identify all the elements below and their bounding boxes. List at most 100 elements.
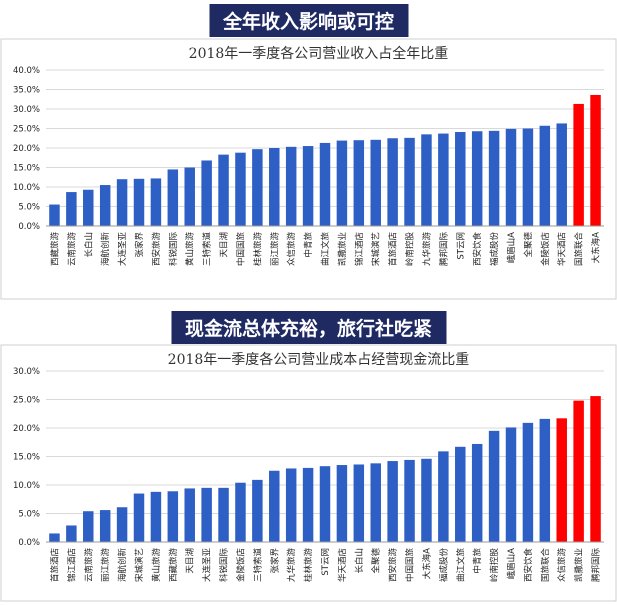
bar-云南旅游	[83, 511, 94, 542]
category-label: 张家界	[134, 232, 145, 258]
bar-大东海A	[421, 458, 432, 542]
bar-福成股份	[438, 451, 449, 542]
bar-天目湖	[218, 154, 229, 226]
bar-众信旅游	[556, 418, 567, 542]
category-label: 福成股份	[489, 232, 500, 267]
category-label: 桂林旅游	[303, 548, 314, 583]
bar-科锐国际	[218, 487, 229, 542]
category-label: 峨眉山A	[506, 232, 517, 264]
y-tick-label: 20.0%	[13, 144, 40, 154]
bar-峨眉山A	[505, 427, 517, 542]
bar-西安旅游	[387, 461, 398, 542]
y-tick-label: 10.0%	[13, 481, 40, 491]
bar-华天酒店	[556, 123, 567, 226]
category-label: 西安旅游	[151, 232, 162, 267]
bar-凯撒旅业	[336, 140, 348, 226]
category-label: 全聚德	[371, 548, 382, 574]
bar-中青旅	[471, 443, 483, 542]
category-label: 西安饮食	[523, 548, 534, 583]
bar-三特索道	[252, 479, 263, 542]
category-label: 凯撒旅业	[574, 548, 585, 582]
category-label: 国旅联合	[540, 548, 551, 583]
bar-九华旅游	[421, 134, 432, 226]
bar-曲江文旅	[455, 446, 466, 542]
category-label: 三特索道	[252, 548, 263, 583]
category-label: 锦江酒店	[66, 548, 77, 583]
category-label: 大连圣亚	[202, 548, 213, 583]
chart-frame	[0, 38, 617, 300]
category-label: ST云网	[321, 548, 331, 576]
bar-丽江旅游	[269, 148, 280, 226]
category-label: 云南旅游	[66, 232, 77, 267]
bar-金陵饭店	[539, 125, 551, 226]
bar-大连圣亚	[116, 179, 128, 226]
bar-宋城演艺	[370, 139, 381, 226]
y-tick-label: 40.0%	[13, 66, 40, 76]
bar-大东海A	[590, 94, 601, 227]
category-label: 海航创新	[117, 548, 128, 583]
chart-title: 2018年一季度各公司营业成本占经营现金流比重	[168, 352, 470, 368]
bar-黄山旅游	[150, 491, 162, 542]
bar-长白山	[83, 189, 94, 226]
category-label: 丽江旅游	[269, 232, 280, 267]
category-label: 国旅联合	[574, 232, 585, 267]
category-label: 华天酒店	[557, 232, 568, 267]
bar-西藏旅游	[49, 204, 60, 226]
category-label: 西安旅游	[388, 548, 399, 583]
bar-曲江文旅	[319, 142, 331, 226]
category-label: 海航创新	[100, 232, 111, 267]
y-tick-label: 25.0%	[13, 396, 40, 406]
bar-峨眉山A	[505, 128, 517, 226]
category-label: 西安饮食	[472, 232, 483, 267]
category-label: 长白山	[354, 548, 365, 574]
chart-title: 2018年一季度各公司营业收入占全年比重	[189, 45, 449, 62]
bar-金陵饭店	[235, 482, 246, 542]
category-label: 天目湖	[186, 548, 196, 574]
category-label: 凯撒旅业	[337, 232, 348, 266]
category-label: 中青旅	[303, 232, 314, 258]
category-label: 大东海A	[591, 232, 602, 264]
bar-科锐国际	[167, 169, 179, 226]
bar-天目湖	[184, 488, 195, 542]
bar-西安饮食	[471, 131, 483, 226]
bar-腾邦国际	[590, 396, 601, 542]
category-label: 西藏旅游	[49, 232, 60, 267]
banner-bottom: 现金流总体充裕，旅行社吃紧	[170, 311, 447, 344]
bar-众信旅游	[285, 146, 297, 226]
chart-frame	[0, 344, 617, 602]
bar-黄山旅游	[184, 167, 195, 226]
banner-top: 全年收入影响或可控	[208, 4, 409, 37]
category-label: 中青旅	[472, 548, 483, 574]
bar-福成股份	[488, 130, 500, 226]
y-tick-label: 30.0%	[13, 105, 40, 115]
category-label: 三特索道	[202, 232, 213, 267]
category-label: 中国国旅	[235, 232, 246, 267]
category-label: 首旅酒店	[388, 232, 399, 267]
category-label: 中国国旅	[405, 548, 416, 583]
bar-全聚德	[370, 463, 381, 542]
bar-九华旅游	[285, 468, 297, 542]
category-label: 腾邦国际	[438, 232, 449, 267]
y-tick-label: 15.0%	[13, 453, 40, 463]
y-tick-label: 20.0%	[13, 424, 40, 434]
category-label: 宋城演艺	[371, 232, 382, 266]
category-label: 丽江旅游	[100, 548, 111, 583]
category-label: 宋城演艺	[134, 548, 145, 582]
bar-腾邦国际	[438, 133, 449, 226]
bar-首旅酒店	[387, 138, 398, 226]
y-tick-label: 0.0%	[18, 222, 40, 232]
category-label: 大东海A	[421, 548, 432, 580]
bar-丽江旅游	[99, 510, 111, 542]
category-label: 华天酒店	[337, 548, 348, 583]
y-tick-label: 5.0%	[18, 510, 40, 520]
bar-华天酒店	[336, 465, 348, 542]
category-label: 科锐国际	[168, 232, 179, 267]
y-tick-label: 30.0%	[13, 367, 40, 377]
chart-revenue-share: 2018年一季度各公司营业收入占全年比重 0.0% 5.0% 10.0% 15.0% 20…	[0, 38, 617, 300]
bar-宋城演艺	[133, 493, 145, 542]
y-tick-label: 25.0%	[13, 125, 40, 135]
bar-张家界	[269, 470, 280, 542]
category-label: 桂林旅游	[252, 232, 263, 267]
bar-中国国旅	[404, 459, 415, 542]
bar-ST云网	[455, 132, 466, 226]
